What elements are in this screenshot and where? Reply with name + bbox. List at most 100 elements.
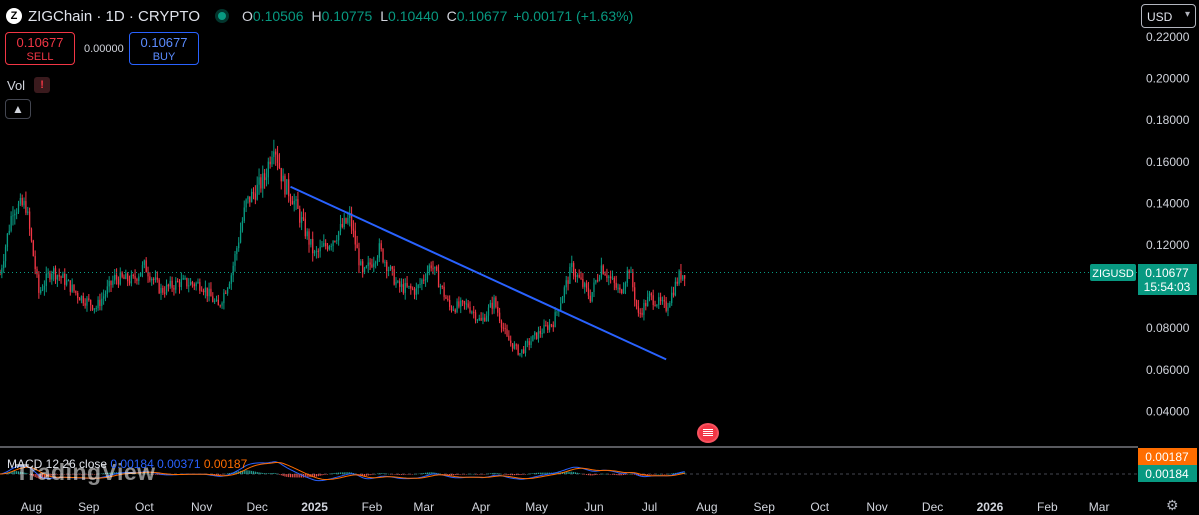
market-status-icon[interactable] bbox=[218, 12, 226, 20]
macd-hist-bar bbox=[42, 474, 44, 479]
candle-body bbox=[193, 284, 195, 287]
macd-hist-bar bbox=[400, 474, 403, 475]
us-flag-event-icon[interactable] bbox=[697, 423, 719, 443]
candle-body bbox=[665, 301, 667, 311]
macd-hist-bar bbox=[221, 474, 223, 475]
macd-hist-bar bbox=[462, 474, 464, 475]
symbol-title[interactable]: ZIGChain · 1D · CRYPTO bbox=[28, 7, 200, 25]
candle-body bbox=[28, 211, 31, 229]
candle-body bbox=[604, 273, 606, 276]
candle-body bbox=[663, 300, 665, 302]
sell-button[interactable]: 0.10677 SELL bbox=[5, 32, 75, 65]
macd-hist-bar bbox=[408, 474, 410, 475]
macd-hist-bar bbox=[672, 473, 675, 474]
macd-hist-bar bbox=[245, 470, 247, 474]
candle-body bbox=[178, 281, 181, 288]
candle-body bbox=[452, 309, 454, 311]
macd-hist-bar bbox=[512, 474, 514, 476]
macd-hist-bar bbox=[286, 474, 288, 477]
countdown-label: 15:54:03 bbox=[1144, 280, 1191, 294]
gear-icon[interactable]: ⚙ bbox=[1166, 497, 1179, 513]
macd-hist-bar bbox=[586, 474, 588, 475]
time-axis[interactable]: Aug Sep Oct Nov Dec 2025 Feb Mar Apr May Jun Jul Aug… bbox=[21, 500, 1110, 514]
candle-body bbox=[426, 271, 429, 280]
collapse-legend-button[interactable]: ▲ bbox=[5, 99, 31, 119]
price-axis[interactable]: 0.22000 0.20000 0.18000 0.16000 0.14000 0.120… bbox=[1146, 30, 1190, 418]
time-tick-label: Aug bbox=[696, 500, 717, 514]
candle-body bbox=[374, 262, 377, 264]
macd-hist-bar bbox=[73, 474, 75, 475]
candle-body bbox=[108, 280, 110, 287]
macd-hist-bar bbox=[417, 473, 419, 475]
candle-body bbox=[297, 199, 299, 209]
candle-body bbox=[1, 268, 3, 275]
candle-body bbox=[69, 280, 71, 292]
macd-hist-bar bbox=[306, 474, 308, 478]
candle-body bbox=[78, 298, 81, 301]
macd-hist-bar bbox=[397, 474, 399, 475]
buy-button[interactable]: 0.10677 BUY bbox=[129, 32, 199, 65]
candle-body bbox=[169, 280, 171, 287]
candle-body bbox=[497, 306, 499, 313]
candle-body bbox=[49, 273, 51, 280]
warning-icon[interactable]: ! bbox=[34, 77, 51, 93]
candle-body bbox=[101, 298, 103, 306]
candle-body bbox=[424, 279, 427, 281]
candle-body bbox=[519, 353, 521, 355]
candle-body bbox=[112, 280, 114, 285]
trendline[interactable] bbox=[290, 185, 667, 361]
candle-body bbox=[676, 281, 678, 284]
candle-body bbox=[498, 312, 501, 322]
candle-body bbox=[585, 283, 588, 288]
macd-hist-bar bbox=[410, 474, 412, 475]
candle-body bbox=[201, 290, 203, 292]
candle-body bbox=[60, 276, 62, 278]
candlestick-series bbox=[0, 139, 686, 358]
macd-hist-bar bbox=[30, 474, 33, 476]
candle-body bbox=[362, 261, 364, 273]
candle-body bbox=[262, 173, 264, 189]
candle-body bbox=[582, 278, 584, 287]
time-tick-label: May bbox=[525, 500, 548, 514]
macd-hist-bar bbox=[460, 474, 462, 475]
macd-legend[interactable]: MACD 12 26 close 0.00184 0.00371 0.00187 bbox=[7, 457, 247, 471]
macd-hist-bar bbox=[660, 473, 662, 475]
candle-body bbox=[486, 315, 488, 322]
macd-hist-bar bbox=[650, 474, 652, 475]
candle-body bbox=[289, 196, 292, 202]
candle-body bbox=[352, 228, 355, 231]
candle-body bbox=[4, 246, 7, 262]
candle-body bbox=[661, 300, 664, 302]
candle-body bbox=[508, 335, 510, 341]
candle-body bbox=[308, 231, 310, 245]
candle-body bbox=[628, 270, 630, 273]
candle-body bbox=[25, 201, 27, 213]
candle-body bbox=[645, 302, 647, 307]
volume-legend[interactable]: Vol ! bbox=[7, 77, 51, 93]
macd-hist-bar bbox=[69, 474, 71, 475]
macd-hist-bar bbox=[630, 473, 632, 475]
candle-body bbox=[3, 261, 5, 269]
candle-body bbox=[350, 213, 353, 229]
macd-hist-bar bbox=[315, 474, 317, 477]
macd-hist-bar bbox=[671, 473, 673, 474]
candle-body bbox=[419, 283, 421, 286]
time-tick-label: Nov bbox=[866, 500, 887, 514]
tradingview-watermark: TradingView bbox=[15, 459, 156, 485]
macd-hist-bar bbox=[51, 474, 53, 476]
macd-hist-bar bbox=[571, 471, 573, 474]
macd-hist-bar bbox=[339, 472, 342, 474]
candle-body bbox=[578, 274, 580, 278]
macd-hist-bar bbox=[378, 473, 380, 474]
currency-select[interactable]: USD ▾ bbox=[1141, 4, 1196, 28]
macd-hist-bar bbox=[110, 472, 112, 474]
macd-hist-bar bbox=[393, 474, 395, 475]
high-value: 0.10775 bbox=[321, 8, 373, 24]
candle-body bbox=[319, 246, 321, 252]
macd-hist-bar bbox=[578, 473, 580, 474]
candle-body bbox=[500, 321, 503, 328]
candle-body bbox=[41, 289, 44, 291]
macd-hist-bar bbox=[489, 473, 491, 474]
candle-body bbox=[597, 280, 599, 282]
